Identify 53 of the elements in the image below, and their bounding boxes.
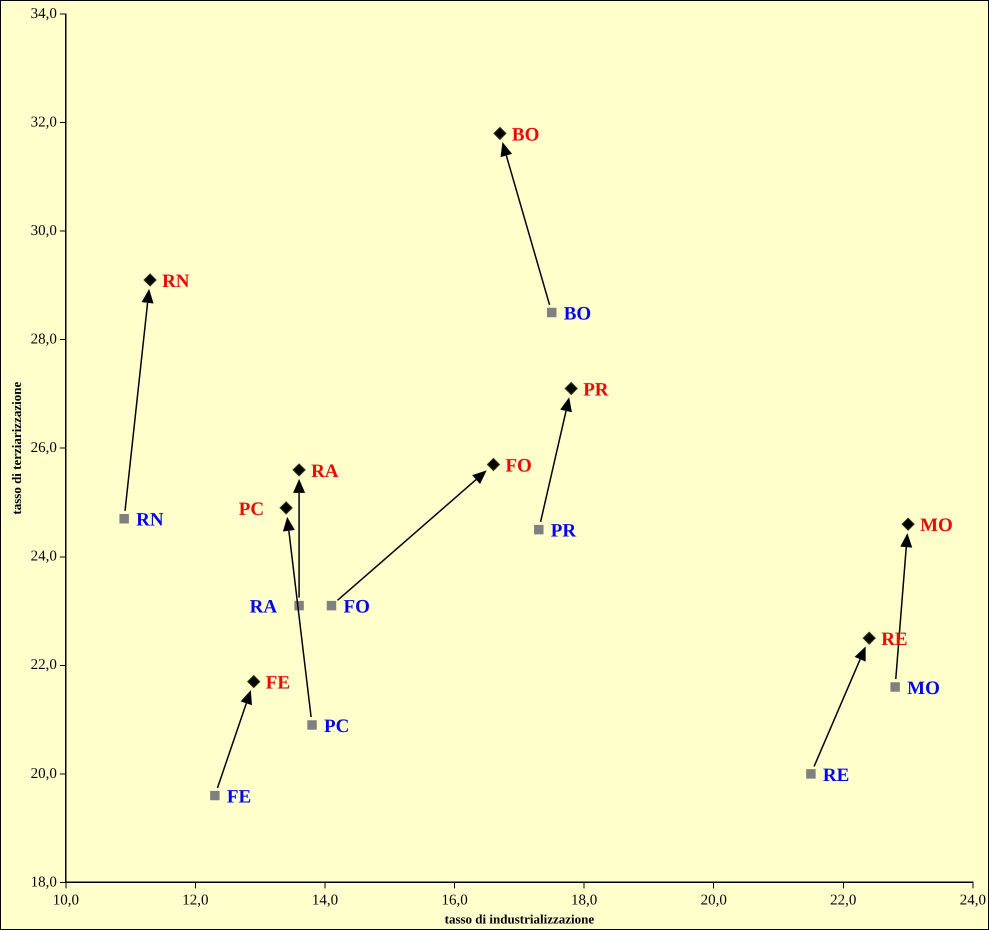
data-label: PR [583, 379, 609, 400]
point [890, 682, 900, 692]
x-tick-label: 18,0 [571, 892, 598, 908]
x-tick-label: 20,0 [700, 892, 727, 908]
point [292, 463, 306, 476]
data-label: FO [505, 455, 532, 476]
point [307, 720, 317, 730]
data-label: FE [226, 786, 252, 808]
point [326, 600, 336, 610]
data-label: PC [238, 498, 264, 520]
x-tick-label: 12,0 [182, 892, 209, 908]
data-label: MO [920, 515, 953, 536]
x-tick-label: 10,0 [52, 892, 79, 908]
data-label: RA [311, 460, 339, 482]
data-label: BO [512, 124, 540, 146]
point [493, 126, 506, 140]
x-tick-label: 22,0 [830, 892, 856, 908]
y-tick-label: 24,0 [30, 548, 57, 565]
point [862, 632, 876, 645]
x-axis-title: tasso di industrializzazione [444, 912, 594, 927]
point [547, 308, 556, 318]
data-label: PR [550, 520, 576, 542]
x-tick-label: 14,0 [312, 892, 338, 908]
y-tick-label: 22,0 [30, 657, 57, 674]
y-tick-label: 20,0 [30, 766, 57, 782]
data-label: MO [907, 678, 940, 699]
point [144, 273, 157, 286]
y-tick-label: 34,0 [30, 6, 57, 22]
data-label: FE [266, 672, 290, 694]
point [210, 790, 220, 800]
data-label: BO [564, 303, 592, 324]
y-tick-label: 30,0 [30, 223, 57, 240]
data-label: RE [822, 764, 850, 786]
y-axis-title: tasso di terziarizzazione [9, 382, 24, 515]
point [280, 501, 293, 514]
point [806, 769, 816, 779]
point [119, 514, 129, 524]
data-label: RN [162, 270, 190, 292]
data-label: FO [343, 596, 370, 618]
point [247, 675, 260, 688]
y-tick-label: 18,0 [30, 874, 57, 890]
x-tick-label: 24,0 [960, 892, 986, 908]
x-tick-label: 16,0 [441, 892, 468, 908]
point [564, 382, 578, 395]
y-tick-label: 28,0 [30, 332, 57, 348]
point [486, 458, 500, 471]
y-tick-label: 26,0 [30, 440, 57, 456]
data-label: PC [324, 716, 350, 737]
y-tick-label: 32,0 [30, 114, 57, 130]
point [902, 518, 915, 531]
data-label: RN [136, 510, 164, 531]
data-label: RA [250, 596, 278, 618]
point [534, 524, 544, 534]
